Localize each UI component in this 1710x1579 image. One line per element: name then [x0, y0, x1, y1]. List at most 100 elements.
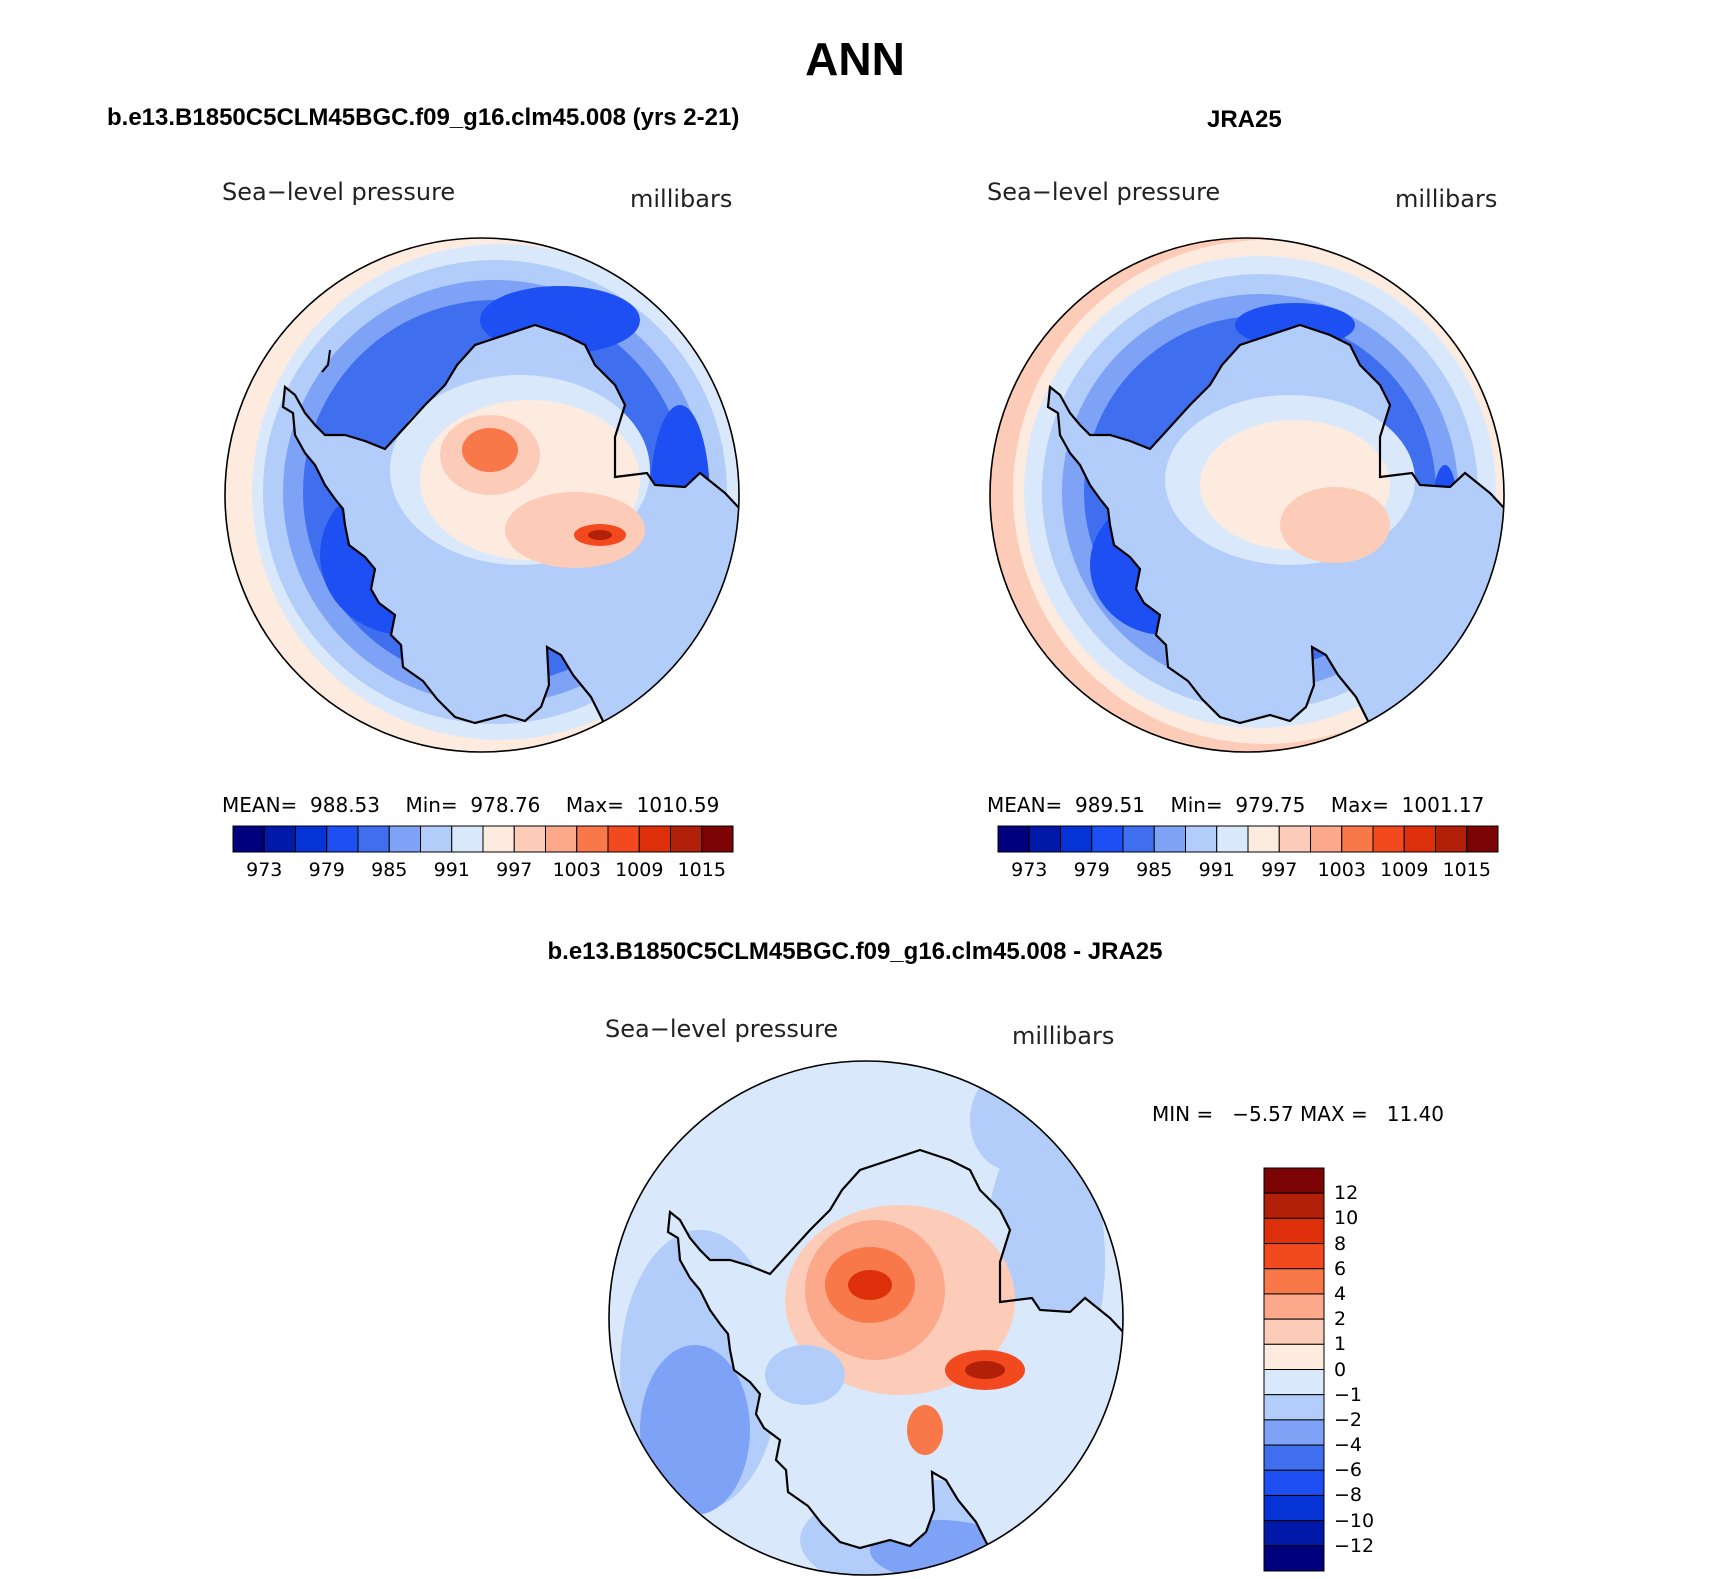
obs-colorbar-swatch — [1403, 825, 1436, 853]
diff-colorbar-tick-label: −1 — [1334, 1383, 1363, 1406]
diff-colorbar-swatch — [1263, 1167, 1325, 1194]
diff-colorbar-tick-label: −12 — [1334, 1534, 1375, 1557]
diff-colorbar-swatch — [1263, 1494, 1325, 1522]
diff-colorbar-swatch — [1263, 1268, 1325, 1295]
diff-map — [609, 1061, 1123, 1575]
diff-colorbar-swatch — [1263, 1520, 1325, 1547]
obs-mean-label: MEAN= — [987, 793, 1063, 817]
obs-colorbar-tick-label: 985 — [1136, 859, 1173, 881]
model-colorbar-swatch — [513, 825, 546, 853]
obs-max-value: 1001.17 — [1401, 793, 1485, 817]
diff-units-label: millibars — [1012, 1022, 1115, 1050]
obs-colorbar-swatch — [1247, 825, 1280, 853]
diff-colorbar-tick-label: 10 — [1334, 1207, 1359, 1230]
obs-colorbar-swatch — [997, 825, 1030, 853]
diff-colorbar-tick-label: 2 — [1334, 1308, 1347, 1331]
model-mean-label: MEAN= — [222, 793, 298, 817]
obs-colorbar-swatch — [1310, 825, 1343, 853]
obs-colorbar-swatch — [1060, 825, 1093, 853]
model-colorbar-swatch — [388, 825, 421, 853]
obs-colorbar-tick-label: 991 — [1198, 859, 1235, 881]
obs-colorbar-swatch — [1028, 825, 1061, 853]
model-colorbar-swatch — [638, 825, 671, 853]
obs-min-value: 979.75 — [1235, 793, 1306, 817]
obs-colorbar-tick-label: 1015 — [1442, 859, 1491, 881]
model-colorbar-tick-label: 991 — [433, 859, 470, 881]
model-colorbar-tick-label: 997 — [496, 859, 533, 881]
model-colorbar-swatch — [357, 825, 390, 853]
model-colorbar-swatch — [420, 825, 453, 853]
model-colorbar-tick-label: 1015 — [677, 859, 726, 881]
diff-colorbar-tick-label: 1 — [1334, 1333, 1347, 1356]
diff-colorbar-swatch — [1263, 1419, 1325, 1446]
diff-colorbar-tick-label: −4 — [1334, 1434, 1363, 1457]
diff-colorbar-swatch — [1263, 1192, 1325, 1219]
model-colorbar-swatch — [263, 825, 296, 853]
diff-colorbar-swatch — [1263, 1243, 1325, 1270]
model-stats: MEAN= 988.53 Min= 978.76 Max= 1010.59 — [222, 793, 719, 817]
model-colorbar-swatch — [451, 825, 484, 853]
model-colorbar-swatch — [701, 825, 734, 853]
obs-mean-value: 989.51 — [1075, 793, 1145, 817]
page-title: ANN — [805, 33, 905, 85]
diff-minmax: MIN = −5.57 MAX = 11.40 — [1152, 1102, 1445, 1126]
obs-colorbar-swatch — [1216, 825, 1249, 853]
obs-stats: MEAN= 989.51 Min= 979.75 Max= 1001.17 — [987, 793, 1484, 817]
model-mean-value: 988.53 — [310, 793, 380, 817]
model-colorbar-tick-label: 1009 — [615, 859, 664, 881]
model-min-value: 978.76 — [470, 793, 541, 817]
diff-colorbar-tick-label: −6 — [1334, 1459, 1363, 1482]
model-colorbar-swatch — [670, 825, 703, 853]
model-colorbar — [232, 825, 734, 853]
model-colorbar-swatch — [326, 825, 359, 853]
obs-colorbar-swatch — [1435, 825, 1468, 853]
obs-colorbar-swatch — [1153, 825, 1186, 853]
diff-colorbar-tick-label: 6 — [1334, 1257, 1347, 1280]
model-colorbar-tick-label: 973 — [246, 859, 283, 881]
model-colorbar-tick-label: 985 — [371, 859, 408, 881]
diff-panel-title: b.e13.B1850C5CLM45BGC.f09_g16.clm45.008 … — [547, 938, 1163, 965]
model-max-label: Max= — [565, 793, 624, 817]
obs-map — [990, 238, 1504, 752]
obs-min-label: Min= — [1170, 793, 1223, 817]
obs-colorbar-swatch — [1278, 825, 1311, 853]
diff-variable-label: Sea−level pressure — [605, 1015, 839, 1043]
diff-colorbar-tick-label: 12 — [1334, 1182, 1359, 1205]
diff-colorbar-tick-label: −2 — [1334, 1408, 1363, 1431]
diff-colorbar-swatch — [1263, 1444, 1325, 1471]
model-colorbar-swatch — [545, 825, 578, 853]
model-colorbar-tick-label: 1003 — [552, 859, 601, 881]
model-colorbar-swatch — [576, 825, 609, 853]
model-map — [225, 238, 739, 752]
model-panel-title: b.e13.B1850C5CLM45BGC.f09_g16.clm45.008 … — [107, 104, 740, 131]
obs-colorbar-tick-label: 1009 — [1380, 859, 1429, 881]
model-colorbar-swatch — [482, 825, 515, 853]
diff-colorbar-tick-label: 0 — [1334, 1358, 1347, 1381]
diff-colorbar-swatch — [1263, 1469, 1325, 1496]
diff-colorbar-swatch — [1263, 1318, 1325, 1345]
model-units-label: millibars — [630, 185, 733, 213]
model-min-label: Min= — [405, 793, 458, 817]
obs-colorbar-swatch — [1091, 825, 1124, 853]
model-colorbar-tick-label: 979 — [308, 859, 345, 881]
model-colorbar-swatch — [232, 825, 265, 853]
model-colorbar-swatch — [607, 825, 640, 853]
model-colorbar-swatch — [295, 825, 328, 853]
obs-units-label: millibars — [1395, 185, 1498, 213]
obs-colorbar-tick-label: 1003 — [1317, 859, 1366, 881]
diff-colorbar-tick-label: −10 — [1334, 1509, 1375, 1532]
diff-colorbar-swatch — [1263, 1343, 1325, 1370]
obs-panel-title: JRA25 — [1207, 106, 1282, 133]
obs-colorbar — [997, 825, 1499, 853]
model-variable-label: Sea−level pressure — [222, 178, 456, 206]
diff-colorbar-tick-label: 8 — [1334, 1232, 1347, 1255]
diff-colorbar-swatch — [1263, 1545, 1325, 1572]
obs-colorbar-swatch — [1122, 825, 1155, 853]
diff-colorbar-tick-label: −8 — [1334, 1484, 1363, 1507]
diff-colorbar-swatch — [1263, 1217, 1325, 1245]
obs-colorbar-tick-label: 997 — [1261, 859, 1298, 881]
obs-max-label: Max= — [1330, 793, 1389, 817]
obs-variable-label: Sea−level pressure — [987, 178, 1221, 206]
model-max-value: 1010.59 — [636, 793, 720, 817]
